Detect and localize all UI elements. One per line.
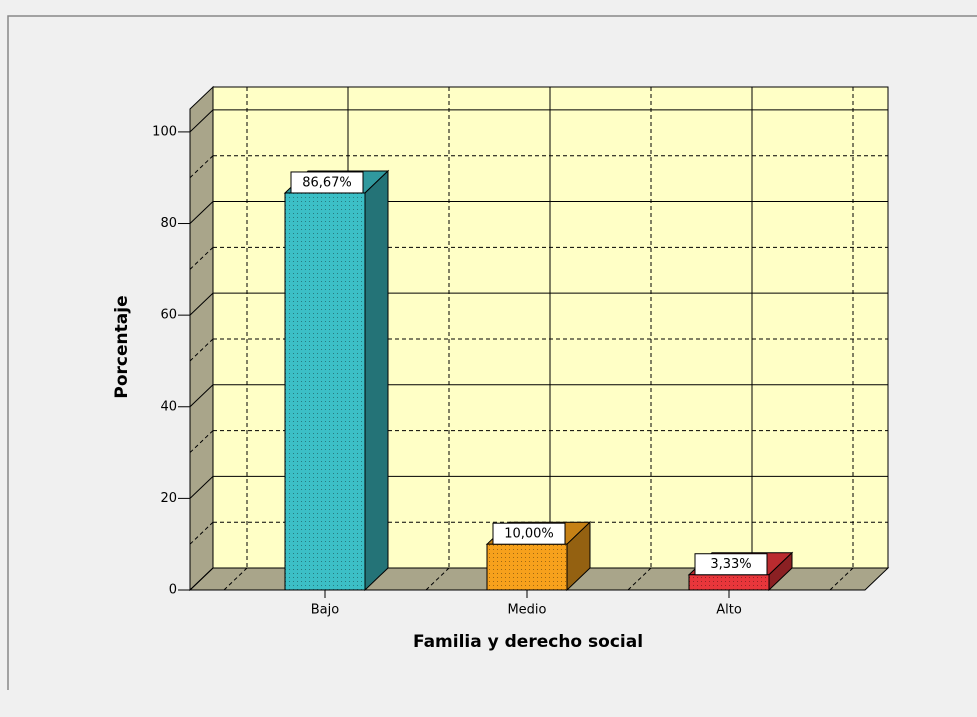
side-grid-line xyxy=(189,109,214,133)
side-grid-line-minor xyxy=(189,338,214,362)
x-tick-label: Bajo xyxy=(311,603,339,618)
floor-line xyxy=(223,567,248,591)
y-tick-label: 40 xyxy=(160,399,177,414)
bar-pattern xyxy=(487,544,567,590)
frame xyxy=(7,15,977,690)
side-grid-line-minor xyxy=(189,430,214,453)
side-grid-line-minor xyxy=(189,521,214,545)
value-label: 10,00% xyxy=(504,527,554,542)
side-grid-line xyxy=(189,292,214,316)
bar-pattern xyxy=(285,192,365,590)
bar-side xyxy=(364,169,389,592)
y-tick-label: 60 xyxy=(160,308,177,323)
side-grid-line-minor xyxy=(189,155,214,179)
value-label-box xyxy=(492,522,566,545)
side-grid-line xyxy=(189,201,214,224)
value-label-box xyxy=(290,171,364,194)
floor-line xyxy=(425,567,450,591)
side-grid-line xyxy=(189,567,214,591)
y-tick-label: 0 xyxy=(169,583,177,598)
value-label: 3,33% xyxy=(710,557,751,572)
value-label-box xyxy=(694,553,768,576)
x-axis-title: Familia y derecho social xyxy=(413,632,643,652)
left-wall xyxy=(189,85,214,592)
y-tick-label: 80 xyxy=(160,216,177,231)
value-label: 86,67% xyxy=(302,175,352,190)
side-grid-line-minor xyxy=(189,246,214,270)
side-grid-line xyxy=(189,476,214,499)
floor-line xyxy=(627,567,652,591)
y-tick-label: 100 xyxy=(152,124,177,139)
x-tick-label: Medio xyxy=(507,603,546,618)
y-axis-title: Porcentaje xyxy=(112,295,132,398)
y-tick-label: 20 xyxy=(160,491,177,506)
x-tick-label: Alto xyxy=(716,603,742,618)
bar-pattern xyxy=(689,574,769,590)
side-grid-line xyxy=(189,384,214,408)
floor-line xyxy=(829,567,854,591)
